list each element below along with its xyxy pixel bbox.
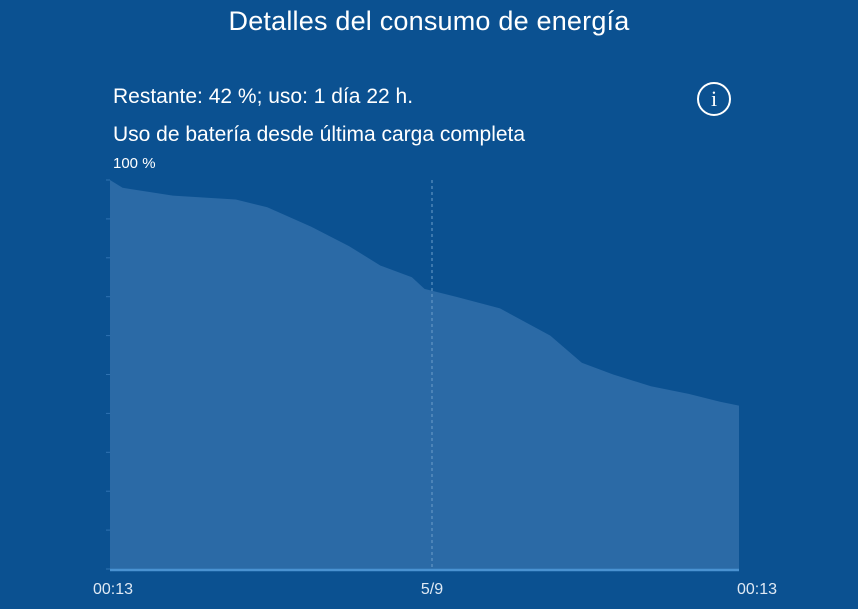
page-title: Detalles del consumo de energía — [228, 6, 630, 36]
chart-subtitle: Uso de batería desde última carga comple… — [113, 123, 526, 146]
x-axis-start-label: 00:13 — [92, 581, 134, 598]
x-axis-end-label: 00:13 — [736, 581, 778, 598]
y-axis-max-label: 100 % — [113, 155, 156, 172]
remaining-usage-text: Restante: 42 %; uso: 1 día 22 h. — [113, 85, 414, 108]
info-icon: i — [710, 85, 718, 111]
x-axis-middle-label: 5/9 — [420, 581, 444, 598]
battery-area — [110, 180, 739, 569]
info-button[interactable]: i — [697, 82, 731, 116]
